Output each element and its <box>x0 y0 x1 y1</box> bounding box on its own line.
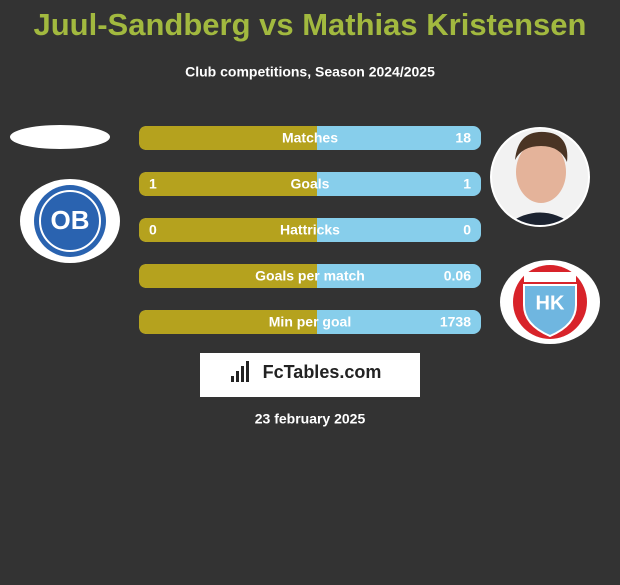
right-value: 18 <box>455 130 471 146</box>
stat-label: Matches <box>282 130 338 146</box>
bar-left <box>139 264 317 288</box>
date: 23 february 2025 <box>255 411 366 427</box>
badge-text: OB <box>51 205 90 235</box>
stat-label: Hattricks <box>280 222 340 238</box>
right-value: 0.06 <box>444 268 471 284</box>
logo-text: FcTables.com <box>263 362 382 382</box>
subtitle: Club competitions, Season 2024/2025 <box>185 64 435 80</box>
stat-label: Min per goal <box>269 314 351 330</box>
left-club-badge: OB <box>20 179 120 263</box>
left-value: 1 <box>149 176 157 192</box>
badge-text: HK <box>536 292 565 314</box>
right-club-badge: HK <box>500 260 600 344</box>
bar-left <box>139 172 317 196</box>
left-value: 0 <box>149 222 157 238</box>
bar-left <box>139 218 317 242</box>
left-placeholder <box>10 125 110 149</box>
stat-rows: Matches 18 Goals 1 1 Hattricks 0 0 Goals per mat… <box>139 126 481 334</box>
right-value: 1 <box>463 176 471 192</box>
bar-left <box>139 126 317 150</box>
player-photo <box>490 127 590 227</box>
logo-icon <box>231 361 249 382</box>
stat-label: Goals <box>291 176 330 192</box>
stat-label: Goals per match <box>255 268 365 284</box>
title: Juul-Sandberg vs Mathias Kristensen <box>34 7 587 42</box>
right-value: 0 <box>463 222 471 238</box>
right-value: 1738 <box>440 314 471 330</box>
bar-left <box>139 310 317 334</box>
